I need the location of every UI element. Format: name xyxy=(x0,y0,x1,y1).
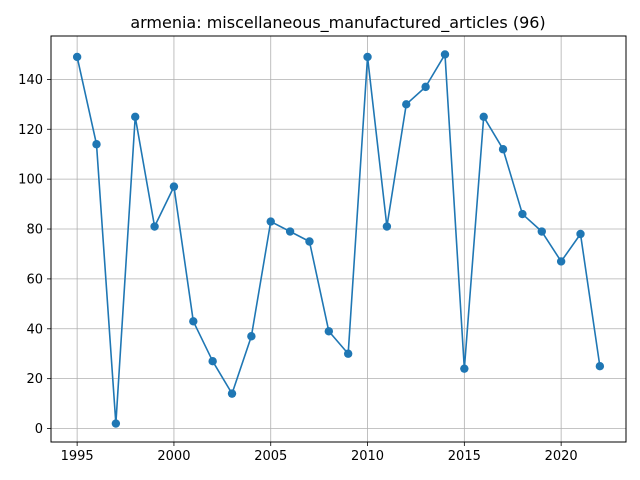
data-point xyxy=(595,361,605,371)
x-tick-label: 2010 xyxy=(351,449,384,464)
data-point xyxy=(576,229,585,239)
data-series xyxy=(72,50,605,428)
data-point xyxy=(266,217,275,226)
data-point xyxy=(402,100,411,109)
y-tick-label: 140 xyxy=(18,73,43,88)
data-point xyxy=(247,332,256,341)
x-tick-label: 2000 xyxy=(157,449,190,464)
x-tick-label: 2020 xyxy=(545,449,578,464)
data-point xyxy=(440,50,450,59)
axis-ticks: 1995 2000 2005 2010 2015 2020 0 20 40 60 80 100 120 1… xyxy=(18,73,578,464)
y-tick-label: 20 xyxy=(26,372,43,387)
y-tick-label: 120 xyxy=(18,123,43,138)
y-tick-label: 40 xyxy=(26,322,43,337)
data-point xyxy=(189,317,198,326)
data-point xyxy=(92,140,101,149)
x-tick-label: 2015 xyxy=(448,449,481,464)
data-point xyxy=(150,222,159,231)
data-point xyxy=(460,364,469,373)
data-point xyxy=(285,227,295,236)
chart-title: armenia: miscellaneous_manufactured_arti… xyxy=(130,13,545,33)
data-point xyxy=(305,237,314,246)
data-point xyxy=(343,349,353,358)
data-point xyxy=(537,227,546,236)
data-point xyxy=(363,52,372,62)
data-point xyxy=(382,222,392,231)
y-tick-label: 80 xyxy=(26,223,43,238)
data-point xyxy=(227,389,237,398)
data-point xyxy=(324,327,334,336)
data-point xyxy=(208,357,217,366)
x-tick-label: 1995 xyxy=(61,449,94,464)
x-tick-label: 2005 xyxy=(254,449,287,464)
data-point xyxy=(479,112,488,122)
y-tick-label: 60 xyxy=(26,272,43,287)
data-point xyxy=(518,209,527,219)
data-point xyxy=(72,52,82,62)
plot-frame xyxy=(50,35,627,443)
y-tick-label: 0 xyxy=(35,422,43,437)
series-line xyxy=(76,53,601,425)
data-point xyxy=(131,112,140,122)
data-point xyxy=(498,145,508,154)
data-point xyxy=(421,82,430,92)
data-point xyxy=(111,419,121,428)
data-point xyxy=(556,257,566,266)
data-point xyxy=(169,182,179,191)
y-tick-label: 100 xyxy=(18,173,43,188)
